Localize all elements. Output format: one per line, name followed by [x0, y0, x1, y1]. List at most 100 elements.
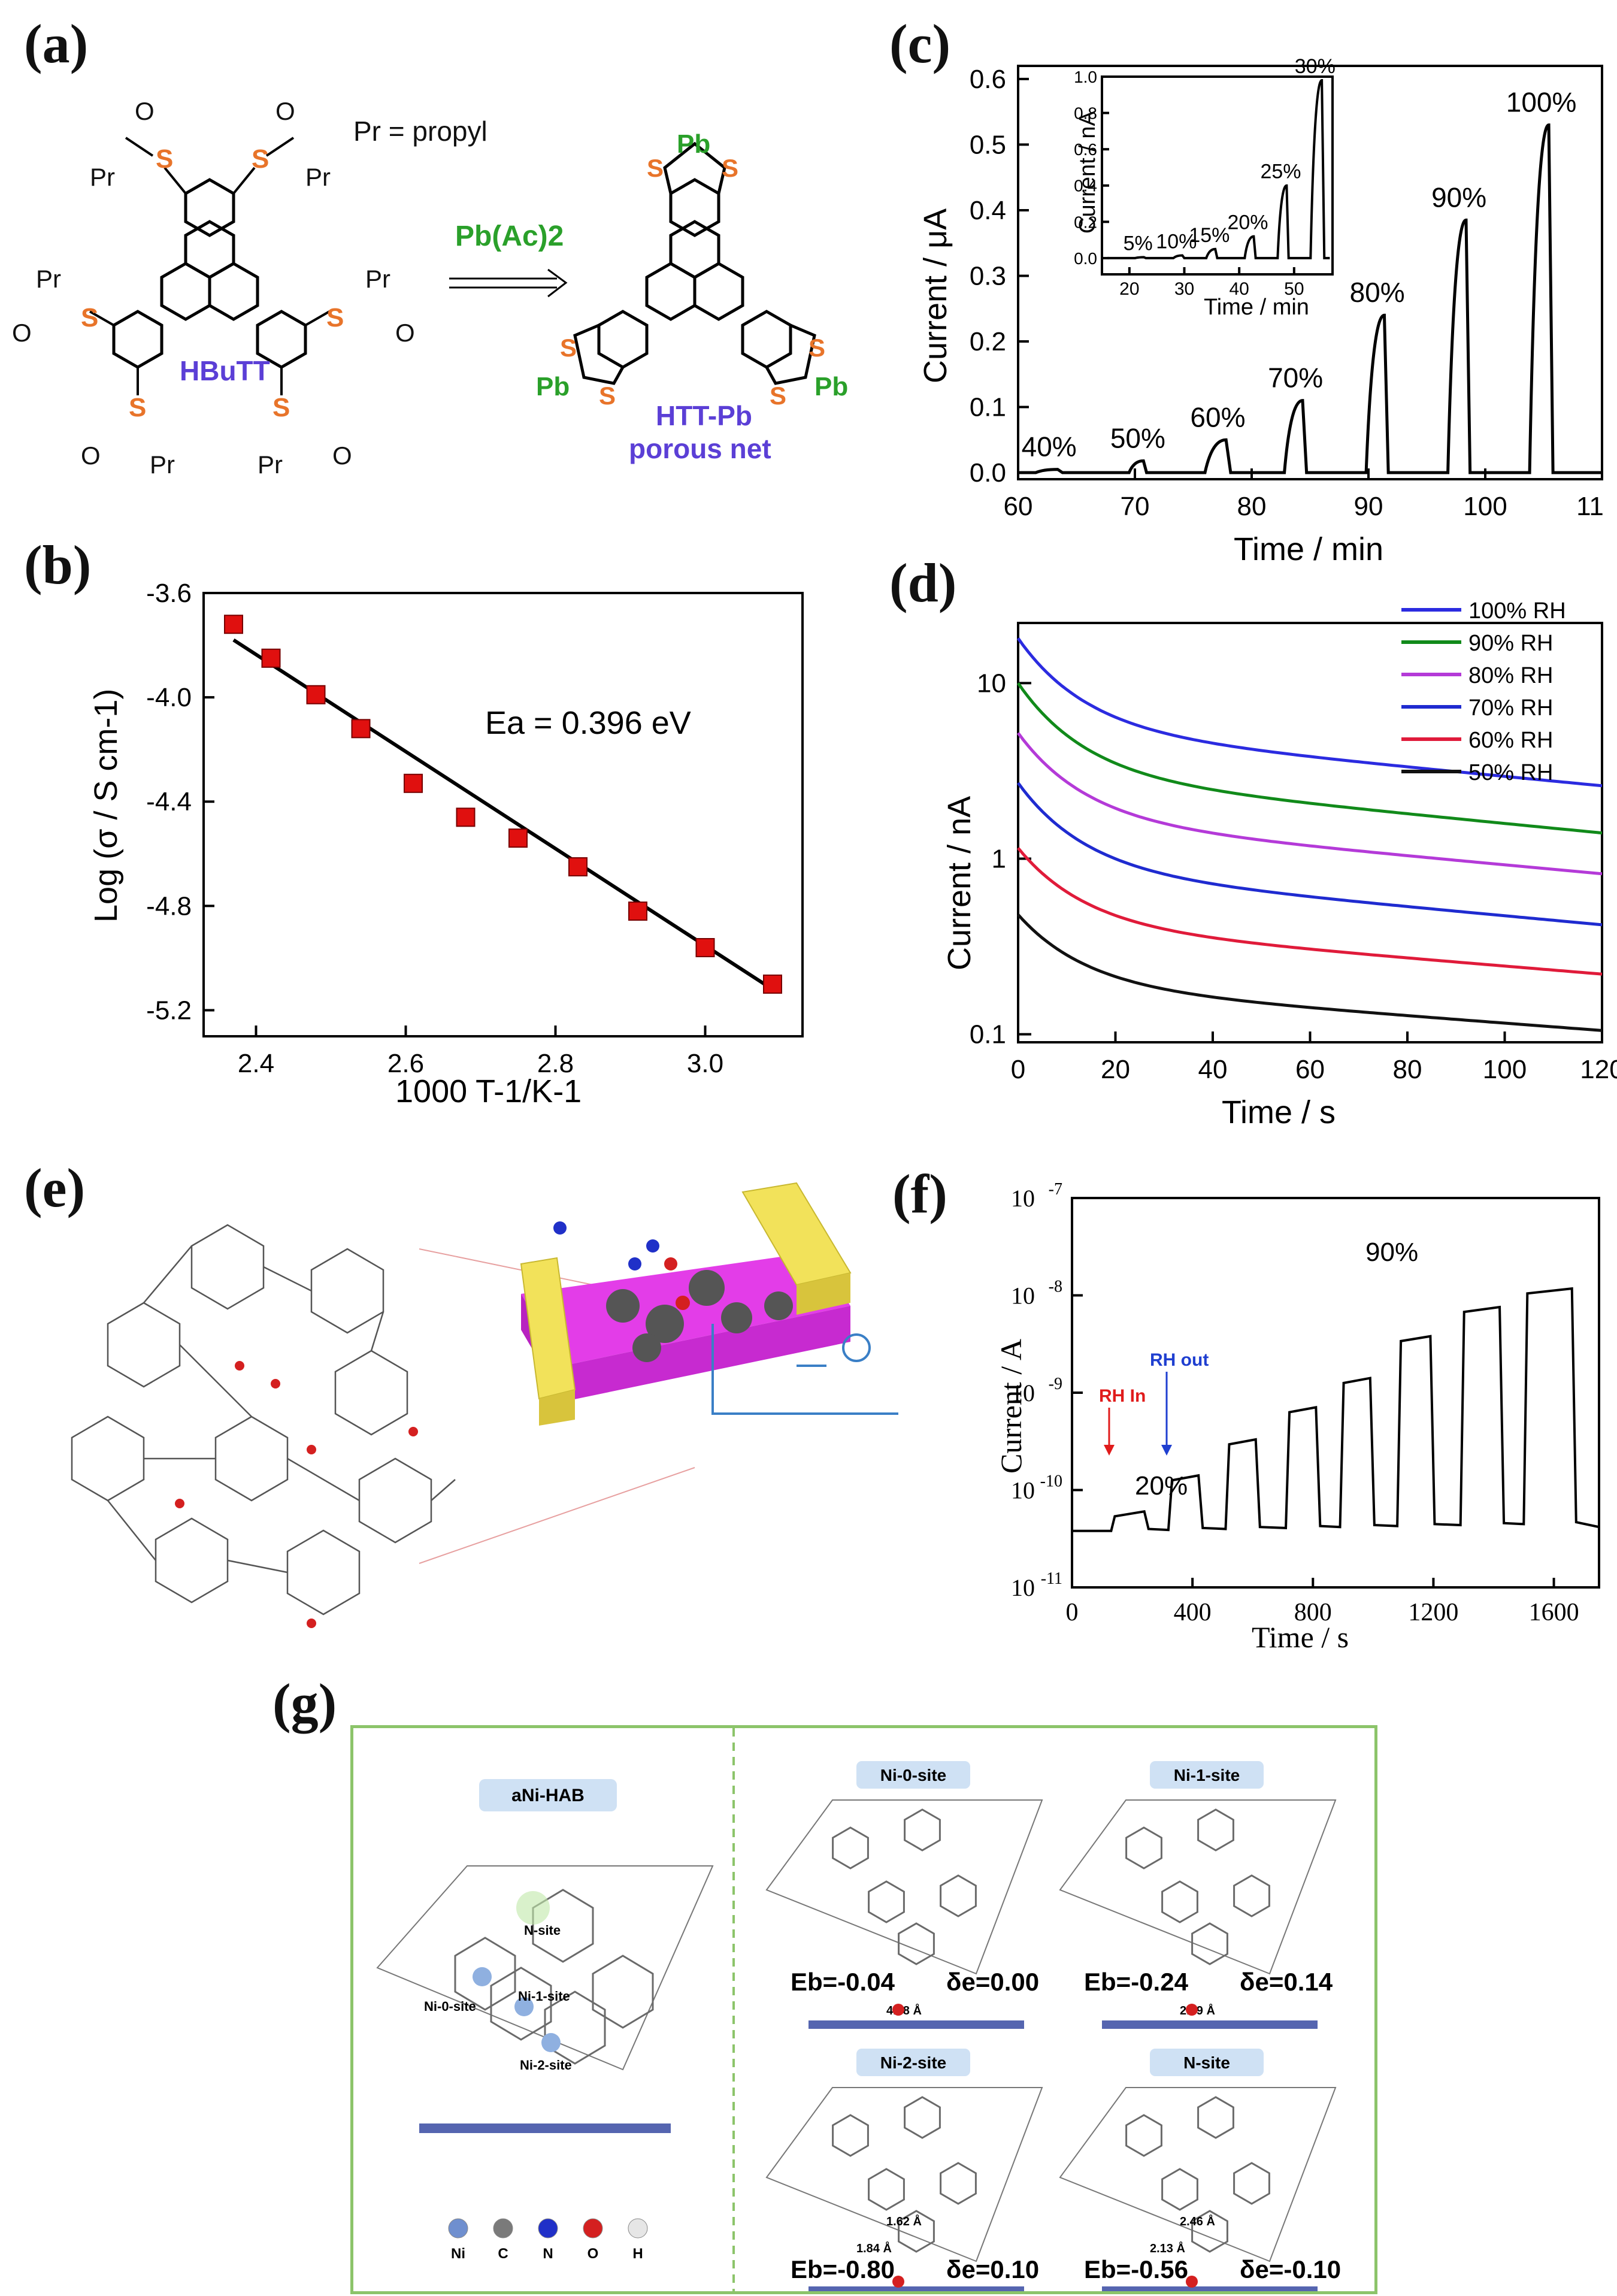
ring [832, 1826, 869, 1870]
group-pr: Pr [36, 265, 61, 293]
title-badge [856, 1761, 970, 1789]
inset-x-tick-label: 50 [1284, 279, 1304, 299]
zoom-guide-line [419, 1467, 695, 1564]
y-tick-label: 1 [992, 844, 1006, 873]
data-point [224, 615, 243, 634]
panel-label-e: (e) [24, 1157, 86, 1218]
legend-label: 70% RH [1468, 695, 1554, 721]
inset-trace [1107, 79, 1330, 259]
unit-cell [1059, 1799, 1337, 1975]
atom-s: S [156, 144, 173, 174]
side-view-slab [1102, 2286, 1318, 2295]
unit-cell [376, 1865, 714, 2071]
group-pr: Pr [365, 265, 390, 293]
y-tick-label: 0.5 [970, 130, 1006, 159]
y-tick-label: 0.3 [970, 261, 1006, 291]
y-tick-label: -4.4 [146, 787, 192, 816]
x-tick-label: 80 [1393, 1055, 1422, 1084]
legend-atom-swatch [583, 2218, 603, 2238]
inset-pulse-label: 5% [1124, 232, 1153, 255]
side-view-slab [1102, 2020, 1318, 2029]
ring [1191, 2210, 1228, 2253]
y-tick-label: 0.1 [970, 1020, 1006, 1049]
inset-x-tick-label: 20 [1119, 279, 1139, 299]
framework-structure [71, 1224, 456, 1616]
humidity-response-chart: 0 400 800 1200 1600 10 -11 10 -10 10 -9 10 -8 10 -7 90… [994, 1180, 1600, 1654]
charge-transfer-label: δe=-0.10 [1240, 2255, 1341, 2283]
data-point [456, 807, 476, 827]
y-tick-label: -4.0 [146, 683, 192, 712]
plot-frame [202, 592, 804, 1037]
inset-pulse-label: 20% [1227, 211, 1268, 234]
y-tick-exponent: -7 [1049, 1180, 1062, 1199]
reaction-scheme: S S S S S S Pr Pr Pr Pr Pr Pr O O O O O … [12, 97, 848, 479]
response-trace [1072, 1287, 1600, 1532]
legend-label: 90% RH [1468, 631, 1554, 656]
pulse-label: 90% [1431, 181, 1486, 213]
ring [1197, 1808, 1234, 1852]
site-title: Ni-0-site [880, 1766, 946, 1784]
x-tick-label: 60 [1004, 492, 1033, 521]
product-name: HTT-Pb [656, 400, 752, 431]
group-pr: Pr [150, 450, 175, 479]
x-axis-label: 1000 T-1/K-1 [395, 1073, 582, 1109]
y-tick-label: -4.8 [146, 891, 192, 921]
x-tick-label: 70 [1121, 492, 1150, 521]
activation-energy-annotation: Ea = 0.396 eV [485, 705, 691, 741]
ni-2-site-label: Ni-2-site [520, 2058, 572, 2073]
x-tick-label: 2.6 [387, 1049, 424, 1078]
y-tick-label: 0.2 [970, 327, 1006, 356]
x-axis-label: Time / s [1222, 1094, 1336, 1130]
x-tick-label: 100 [1463, 492, 1507, 521]
ring [940, 2162, 977, 2205]
atom-s: S [252, 144, 269, 174]
data-point [695, 938, 715, 957]
inset-y-tick-label: 0.6 [1074, 140, 1097, 159]
arrhenius-chart: 2.4 2.6 2.8 3.0 -3.6 -4.0 -4.4 -4.8 -5.2 Ea = 0.… [88, 579, 804, 1109]
atom-s: S [770, 382, 786, 410]
site-title: N-site [1183, 2053, 1230, 2072]
ring [868, 2168, 905, 2211]
binding-energy-label: Eb=-0.04 [791, 1968, 895, 1996]
legend-atom-label: O [588, 2246, 599, 2262]
x-tick-label: 800 [1294, 1599, 1332, 1626]
ring [1197, 2096, 1234, 2139]
atom-pb: Pb [677, 129, 710, 159]
site-structure: N-site Eb=-0.56 δe=-0.10 2.46 Å 2.13 Å [1059, 2049, 1341, 2295]
inset-y-tick-label: 0.4 [1074, 177, 1097, 195]
ring [898, 1922, 935, 1965]
series-line [1017, 913, 1603, 1032]
y-tick-label: 10 [1011, 1282, 1035, 1309]
panel-label-g: (g) [272, 1672, 337, 1734]
inset-pulse-label: 15% [1189, 224, 1230, 247]
distance-label: 1.62 Å [886, 2214, 922, 2228]
series-line [1017, 847, 1603, 976]
legend-atom-label: H [632, 2246, 643, 2262]
inset-x-tick-label: 30 [1174, 279, 1194, 299]
x-tick-label: 1600 [1529, 1599, 1579, 1626]
reactant-name: HBuTT [180, 355, 270, 386]
y-axis-label: Current / A [994, 1339, 1028, 1474]
atom-o: O [81, 441, 101, 470]
y-tick-label: 10 [977, 668, 1006, 698]
charge-transfer-label: δe=0.10 [946, 2255, 1039, 2283]
ring [1125, 1826, 1162, 1870]
x-tick-label: 11 [1576, 492, 1604, 521]
pulse-label: 80% [1350, 277, 1405, 308]
n-site-label: N-site [524, 1923, 561, 1938]
water-oxygen [892, 2004, 904, 2016]
pulse-label: 100% [1506, 87, 1577, 118]
legend-atom-swatch [493, 2218, 513, 2238]
y-tick-exponent: -11 [1041, 1569, 1062, 1588]
hbutt-core [112, 178, 307, 369]
x-tick-label: 0 [1011, 1055, 1025, 1084]
unit-cell [765, 1799, 1043, 1975]
ring [868, 1880, 905, 1923]
title-badge [1150, 2049, 1264, 2076]
ring [904, 2096, 941, 2139]
legend-label: 50% RH [1468, 760, 1554, 785]
water-oxygen [1186, 2004, 1198, 2016]
legend-label: 60% RH [1468, 728, 1554, 753]
binding-energy-label: Eb=-0.56 [1084, 2255, 1188, 2283]
atom-s: S [722, 154, 738, 182]
